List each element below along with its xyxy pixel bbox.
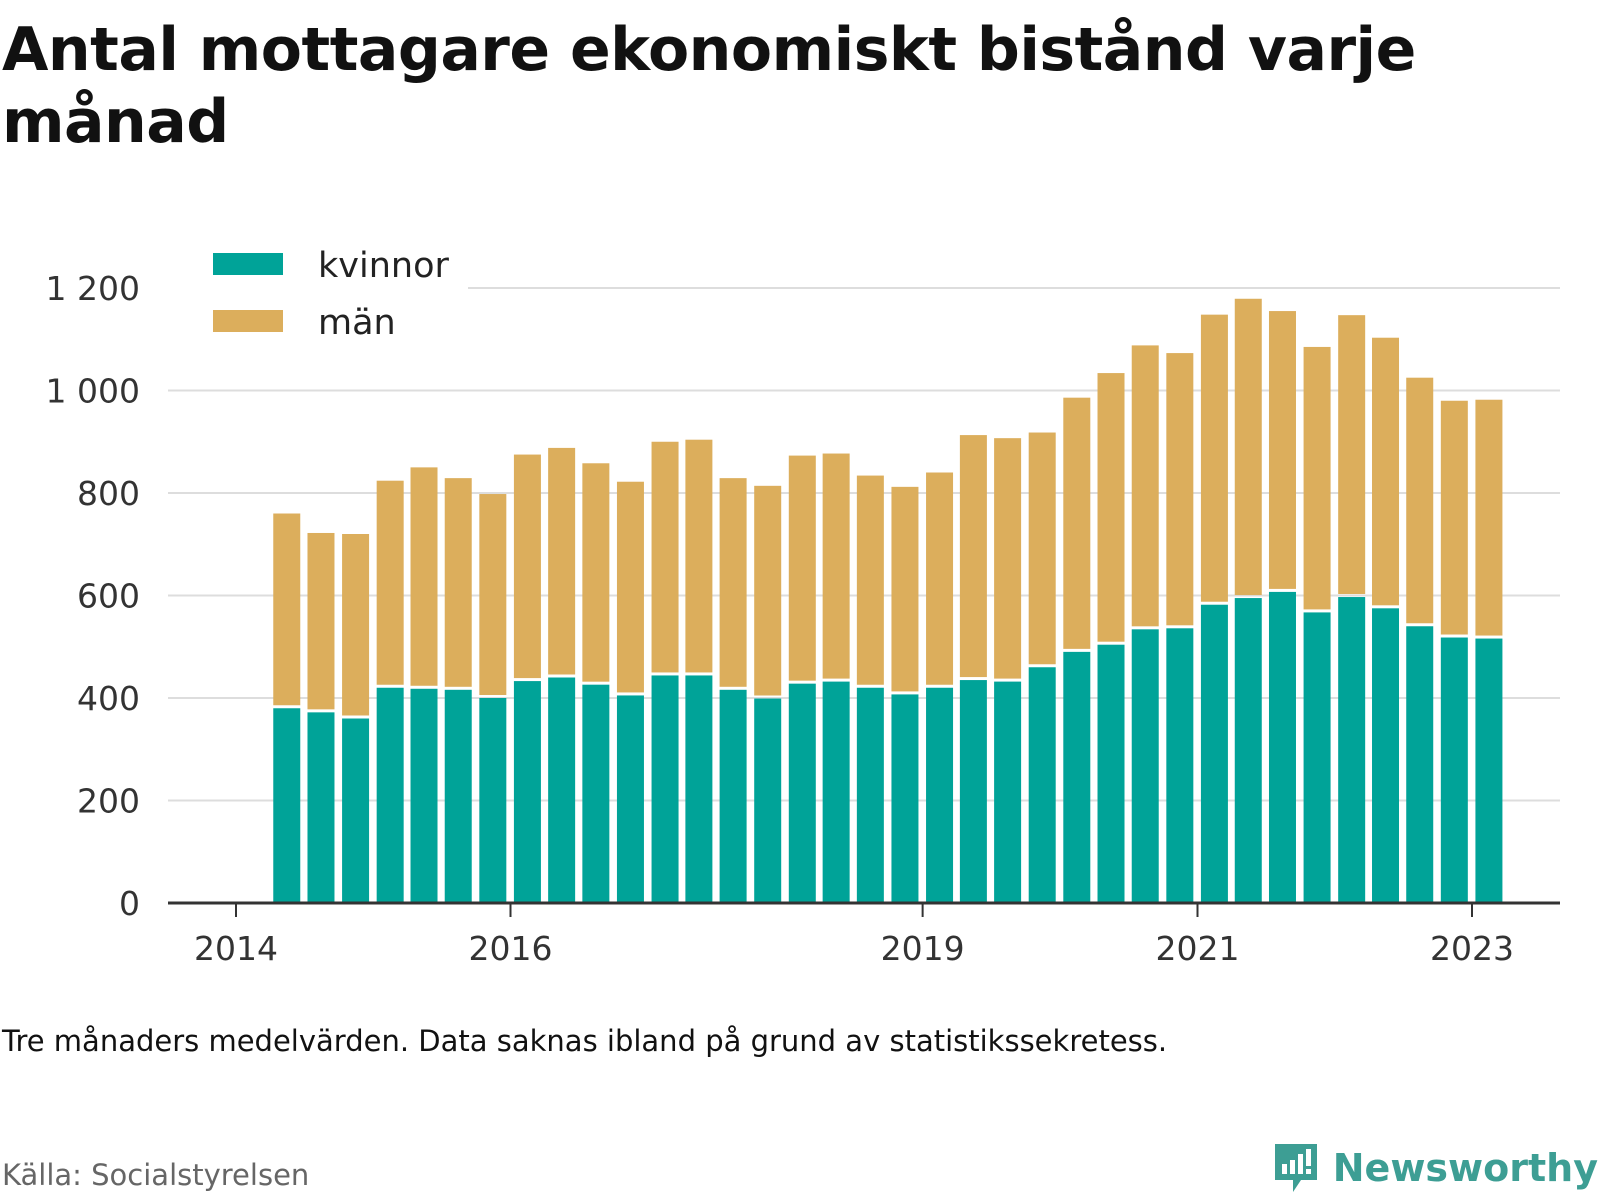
bar-man — [582, 463, 610, 682]
bar-man — [1372, 337, 1400, 606]
newsworthy-logo-icon — [1274, 1144, 1317, 1192]
bar-kvinnor — [1097, 644, 1125, 903]
bar-man — [1475, 399, 1503, 636]
bar-kvinnor — [994, 681, 1022, 903]
bar-kvinnor — [1372, 608, 1400, 903]
bar-kvinnor — [1131, 629, 1159, 903]
bar-man — [273, 513, 301, 706]
bar-man — [1268, 311, 1296, 589]
bar-man — [479, 494, 507, 695]
bar-man — [1234, 298, 1262, 596]
bar-man — [342, 534, 370, 716]
bar-kvinnor — [513, 681, 541, 903]
bar-kvinnor — [719, 689, 747, 903]
bar-man — [754, 485, 782, 696]
chart-note: Tre månaders medelvärden. Data saknas ib… — [2, 1024, 1168, 1058]
bar-kvinnor — [479, 698, 507, 903]
bar-man — [410, 467, 438, 686]
bar-kvinnor — [1028, 667, 1056, 903]
bar-kvinnor — [376, 687, 404, 903]
bar-man — [891, 486, 919, 692]
bar-man — [307, 532, 335, 710]
bar-kvinnor — [548, 677, 576, 903]
bar-man — [1406, 377, 1434, 624]
x-tick-label: 2021 — [1156, 929, 1240, 968]
bar-man — [719, 478, 747, 687]
bar-man — [788, 455, 816, 681]
source-label: Källa: Socialstyrelsen — [2, 1158, 310, 1192]
bar-chart: 0 200 400 600 800 1 000 1 200 2014 2016 2019 2021 2… — [45, 236, 1560, 968]
bar-man — [651, 441, 679, 673]
chart-title: Antal mottagare ekonomiskt bistånd varje… — [2, 15, 1416, 157]
bar-kvinnor — [1063, 651, 1091, 903]
bar-kvinnor — [1200, 604, 1228, 903]
bar-man — [1338, 315, 1366, 595]
y-tick-label: 800 — [77, 474, 140, 513]
bar-kvinnor — [685, 675, 713, 903]
bar-kvinnor — [616, 695, 644, 903]
bar-man — [1440, 400, 1468, 635]
y-tick-label: 1 200 — [46, 269, 140, 308]
bar-man — [856, 475, 884, 685]
bar-kvinnor — [582, 684, 610, 903]
bar-kvinnor — [444, 689, 472, 903]
bar-kvinnor — [1166, 628, 1194, 903]
bar-kvinnor — [273, 708, 301, 903]
bar-man — [1303, 346, 1331, 610]
bar-kvinnor — [1268, 591, 1296, 903]
x-tick-label: 2019 — [881, 929, 965, 968]
bar-kvinnor — [1234, 598, 1262, 903]
legend-swatch — [213, 310, 283, 332]
bar-man — [926, 472, 954, 685]
bar-kvinnor — [1303, 612, 1331, 903]
bar-man — [1200, 314, 1228, 602]
bar-man — [616, 481, 644, 693]
bar-man — [994, 438, 1022, 679]
brand: Newsworthy — [1271, 1140, 1598, 1196]
legend-label: män — [318, 303, 396, 343]
bar-man — [548, 447, 576, 675]
bar-kvinnor — [307, 712, 335, 903]
legend-label: kvinnor — [318, 246, 449, 286]
bar-kvinnor — [342, 718, 370, 903]
bar-kvinnor — [410, 688, 438, 903]
y-tick-label: 0 — [119, 884, 140, 923]
x-tick-label: 2014 — [194, 929, 278, 968]
bar-man — [1097, 373, 1125, 642]
bar-kvinnor — [926, 687, 954, 903]
bar-man — [376, 480, 404, 685]
bar-kvinnor — [651, 675, 679, 903]
bar-man — [1166, 353, 1194, 626]
bar-man — [1028, 432, 1056, 665]
bar-man — [1063, 397, 1091, 649]
bar-kvinnor — [788, 683, 816, 903]
bars — [273, 298, 1503, 903]
bar-kvinnor — [1440, 637, 1468, 903]
bar-kvinnor — [959, 680, 987, 903]
y-tick-label: 1 000 — [46, 372, 140, 411]
bar-kvinnor — [891, 694, 919, 903]
legend-swatch — [213, 253, 283, 275]
y-tick-label: 600 — [77, 577, 140, 616]
bar-man — [822, 453, 850, 679]
bar-kvinnor — [1406, 626, 1434, 903]
y-tick-label: 200 — [77, 782, 140, 821]
bar-man — [1131, 345, 1159, 627]
bar-kvinnor — [822, 681, 850, 903]
bar-kvinnor — [856, 687, 884, 903]
bar-man — [959, 435, 987, 678]
bar-kvinnor — [754, 698, 782, 903]
bar-kvinnor — [1338, 597, 1366, 903]
axes: 0 200 400 600 800 1 000 1 200 2014 2016 2019 2021 2… — [46, 269, 1560, 968]
y-tick-label: 400 — [77, 679, 140, 718]
legend: kvinnor män — [168, 236, 468, 356]
bar-kvinnor — [1475, 638, 1503, 903]
brand-name: Newsworthy — [1332, 1146, 1598, 1190]
bar-man — [685, 439, 713, 673]
x-tick-label: 2023 — [1430, 929, 1514, 968]
x-tick-label: 2016 — [469, 929, 553, 968]
bar-man — [444, 478, 472, 687]
bar-man — [513, 454, 541, 679]
